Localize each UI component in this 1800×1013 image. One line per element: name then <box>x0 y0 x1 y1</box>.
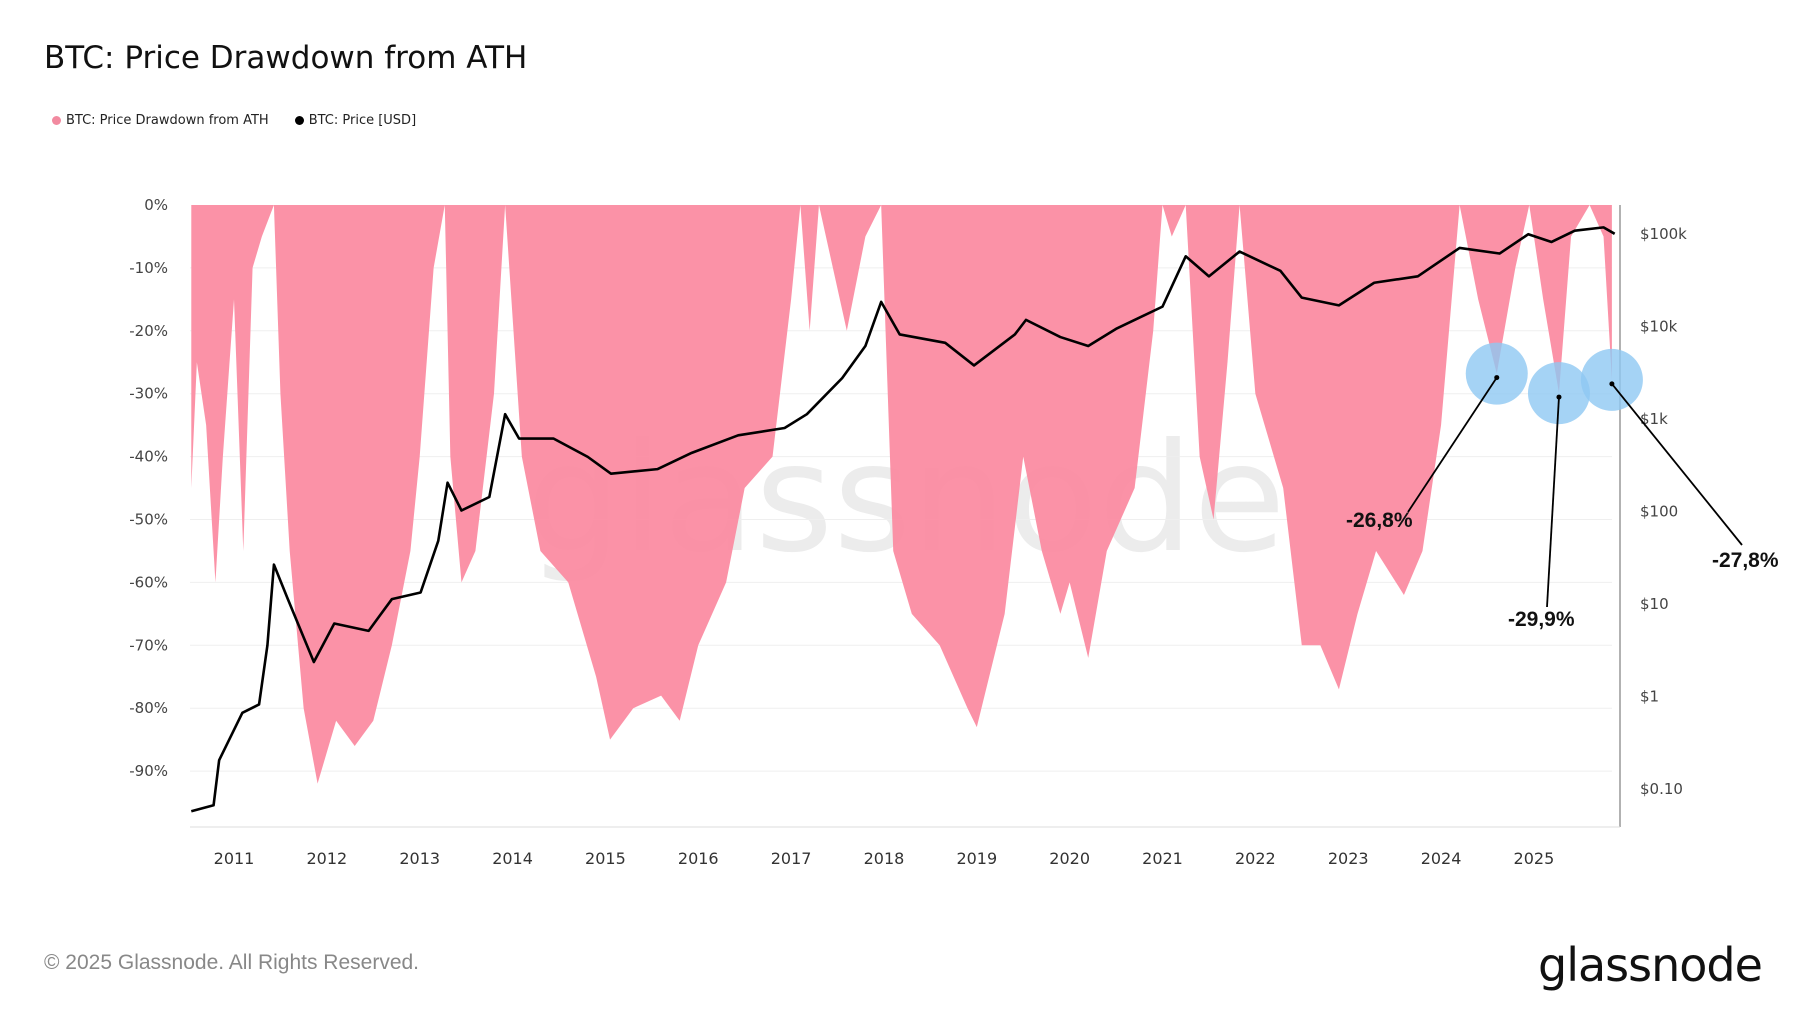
y-right-tick-label: $100k <box>1640 225 1687 243</box>
y-right-tick-label: $1 <box>1640 688 1659 706</box>
y-left-tick-label: -20% <box>129 322 168 340</box>
y-right-tick-label: $1k <box>1640 410 1668 428</box>
x-tick-label: 2015 <box>585 849 626 868</box>
y-left-tick-label: 0% <box>144 196 168 214</box>
y-right-tick-label: $10 <box>1640 595 1669 613</box>
x-tick-label: 2024 <box>1421 849 1462 868</box>
x-tick-label: 2016 <box>678 849 719 868</box>
drawdown-area <box>191 205 1612 784</box>
x-tick-label: 2022 <box>1235 849 1276 868</box>
y-left-tick-label: -70% <box>129 636 168 654</box>
x-tick-label: 2021 <box>1142 849 1183 868</box>
x-tick-label: 2025 <box>1514 849 1555 868</box>
y-left-tick-label: -50% <box>129 511 168 529</box>
y-left-tick-label: -80% <box>129 699 168 717</box>
annotation-arrow <box>1546 397 1560 608</box>
legend-item-price[interactable]: BTC: Price [USD] <box>294 113 417 128</box>
y-left-tick-label: -10% <box>129 259 168 277</box>
x-tick-label: 2013 <box>399 849 440 868</box>
y-left-tick-label: -60% <box>129 573 168 591</box>
y-left-tick-label: -30% <box>129 385 168 403</box>
x-tick-label: 2020 <box>1049 849 1090 868</box>
y-right-tick-label: $10k <box>1640 318 1678 336</box>
x-tick-label: 2023 <box>1328 849 1369 868</box>
glassnode-logo[interactable]: glassnode <box>1538 938 1763 992</box>
legend-label: BTC: Price Drawdown from ATH <box>66 113 269 128</box>
chart-title: BTC: Price Drawdown from ATH <box>44 40 528 76</box>
x-tick-label: 2017 <box>771 849 812 868</box>
annotation-label: -26,8% <box>1346 509 1413 532</box>
legend: BTC: Price Drawdown from ATH BTC: Price … <box>52 113 416 128</box>
y-right-tick-label: $0.10 <box>1640 780 1683 798</box>
x-tick-label: 2014 <box>492 849 533 868</box>
x-tick-label: 2011 <box>214 849 255 868</box>
annotation-label: -27,8% <box>1712 549 1779 572</box>
legend-swatch-black <box>294 116 304 125</box>
y-right-tick-label: $100 <box>1640 503 1678 521</box>
y-left-tick-label: -40% <box>129 448 168 466</box>
arrow-head <box>1494 375 1500 381</box>
annotation-label: -29,9% <box>1508 608 1575 631</box>
legend-label: BTC: Price [USD] <box>308 113 417 128</box>
copyright: © 2025 Glassnode. All Rights Reserved. <box>44 951 420 974</box>
highlight-circle <box>1580 348 1643 411</box>
highlight-circle <box>1527 362 1590 425</box>
arrow-head <box>1556 394 1562 400</box>
x-tick-label: 2018 <box>864 849 905 868</box>
annotation-arrow <box>1407 377 1498 513</box>
highlight-circle <box>1465 342 1528 405</box>
x-tick-label: 2012 <box>306 849 347 868</box>
annotation-arrow <box>1611 383 1743 546</box>
x-tick-label: 2019 <box>956 849 997 868</box>
price-line <box>190 226 1616 813</box>
arrow-head <box>1609 381 1615 387</box>
y-left-tick-label: -90% <box>129 762 168 780</box>
legend-item-drawdown[interactable]: BTC: Price Drawdown from ATH <box>52 113 269 128</box>
legend-swatch-pink <box>52 116 61 125</box>
